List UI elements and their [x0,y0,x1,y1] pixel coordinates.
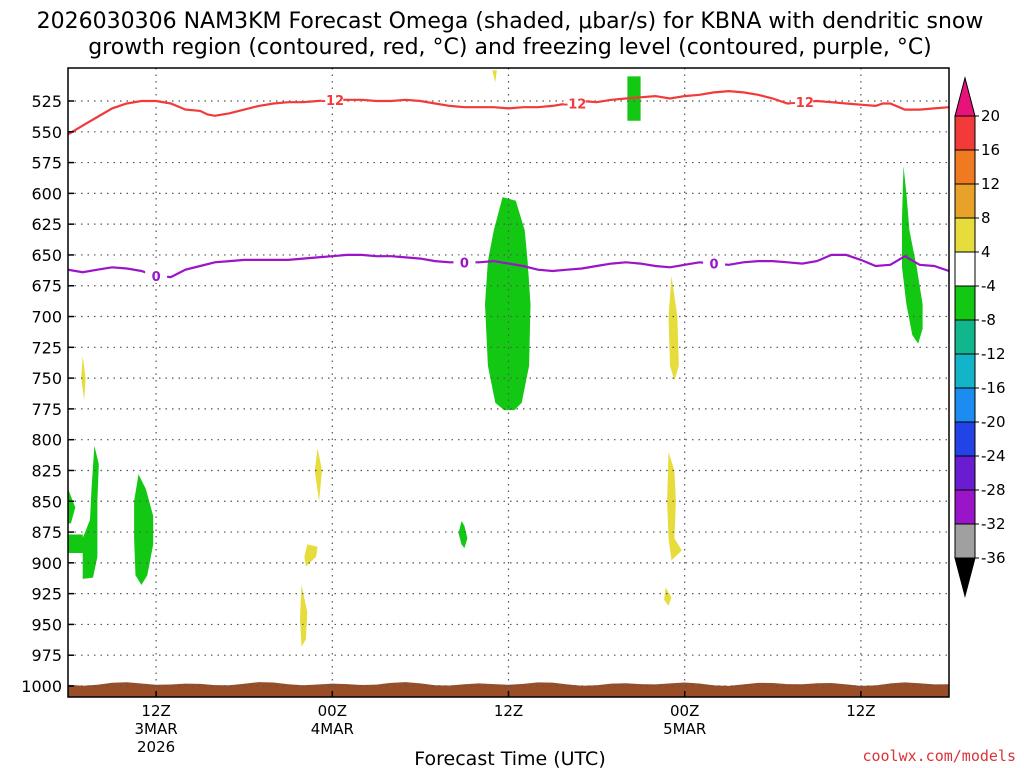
colorbar-bin [954,353,976,389]
x-tick-label: 00Z [670,702,699,720]
colorbar-bin [954,149,976,185]
colorbar-tick-label: -36 [981,549,1006,567]
y-tick-label: 800 [31,431,62,450]
colorbar-bottom-arrow [954,557,976,598]
dgz-contour-label-bg [791,95,814,110]
colorbar-top-arrow [954,76,976,117]
y-tick-label: 950 [31,615,62,634]
omega-region-1 [485,197,531,411]
freezing-contour-label: 0 [710,258,719,273]
colorbar-tick-label: 12 [981,175,1000,193]
chart-title-line1: 2026030306 NAM3KM Forecast Omega (shaded… [37,9,984,34]
colorbar-tick-label: -4 [981,277,996,295]
omega-region-15 [664,587,672,606]
y-tick-label: 525 [31,92,62,111]
colorbar-bin [954,251,976,287]
colorbar-bin [954,387,976,423]
y-tick-label: 550 [31,123,62,142]
omega-region-10 [314,448,322,502]
y-tick-label: 625 [31,215,62,234]
colorbar-tick-label: 4 [981,243,991,261]
colorbar-bin [954,319,976,355]
colorbar-tick-label: -16 [981,379,1006,397]
y-tick-label: 750 [31,369,62,388]
colorbar-bin [954,455,976,491]
x-tick-label: 12Z [141,702,170,720]
omega-region-5 [68,488,76,524]
colorbar-bin [954,217,976,253]
colorbar-bin [954,183,976,219]
colorbar-tick-label: -12 [981,345,1006,363]
freezing-contour-label-bg [453,255,476,270]
dgz-contour-label: -12 [321,94,345,109]
chart-title-line2: growth region (contoured, red, °C) and f… [88,35,932,60]
colorbar-bin [954,421,976,457]
x-tick-label: 3MAR [135,720,178,738]
y-tick-label: 975 [31,646,62,665]
y-tick-label: 600 [31,184,62,203]
colorbar-tick-label: -24 [981,447,1006,465]
omega-region-2 [902,166,923,344]
terrain-band [68,682,949,697]
colorbar-tick-label: -8 [981,311,996,329]
dgz-contour-label-bg [563,96,586,111]
freezing-contour-line [68,253,949,279]
omega-region-3 [82,445,99,579]
colorbar-bin [954,489,976,525]
y-tick-label: 725 [31,338,62,357]
x-tick-label: 4MAR [311,720,354,738]
omega-region-7 [458,521,468,549]
y-tick-label: 675 [31,277,62,296]
freezing-contour-label: 0 [460,256,469,271]
y-tick-label: 925 [31,585,62,604]
y-tick-label: 875 [31,523,62,542]
colorbar-bin [954,115,976,151]
freezing-contour-label: 0 [152,270,161,285]
y-tick-label: 900 [31,554,62,573]
freezing-contour-label-bg [703,256,726,271]
colorbar-tick-label: -28 [981,481,1006,499]
colorbar-tick-label: 8 [981,209,991,227]
omega-region-6 [134,474,154,585]
omega-region-12 [300,585,308,647]
y-tick-label: 850 [31,492,62,511]
y-tick-label: 650 [31,246,62,265]
omega-region-9 [81,355,86,401]
omega-region-14 [667,452,682,561]
omega-region-11 [304,544,318,567]
x-axis-label: Forecast Time (UTC) [414,748,605,768]
x-tick-label: 12Z [494,702,523,720]
y-tick-label: 575 [31,154,62,173]
colorbar: 20 16 12 8 4 -4 -8 -12 -16 -20 -24 -28 -32 -36 [954,76,1006,598]
dgz-contour-label-bg [321,92,344,107]
colorbar-tick-label: -20 [981,413,1006,431]
plot-area: -12 -12 -12 0 0 0 [67,67,950,698]
plot-clipped: -12 -12 -12 0 0 0 [68,68,949,697]
colorbar-tick-label: -32 [981,515,1006,533]
omega-region-4 [68,534,85,553]
colorbar-tick-label: 20 [981,107,1000,125]
colorbar-tick-label: 16 [981,141,1000,159]
credit-link[interactable]: coolwx.com/models [862,747,1016,765]
omega-region-8 [492,70,497,83]
freezing-contour-label-bg [145,268,168,283]
y-tick-label: 700 [31,308,62,327]
y-tick-label: 825 [31,461,62,480]
y-axis-ticks: 525 550 575 600 625 650 675 700 725 750 775 800 825 8… [21,92,74,696]
x-tick-label: 00Z [318,702,347,720]
dgz-contour-label: -12 [563,97,587,112]
x-tick-label: 12Z [846,702,875,720]
x-tick-label: 2026 [137,738,175,756]
colorbar-bin [954,523,976,559]
x-tick-label: 5MAR [663,720,706,738]
dgz-contour-label: -12 [790,96,814,111]
colorbar-bin [954,285,976,321]
y-tick-label: 1000 [21,677,62,696]
omega-region-13 [668,275,679,381]
y-tick-label: 775 [31,400,62,419]
